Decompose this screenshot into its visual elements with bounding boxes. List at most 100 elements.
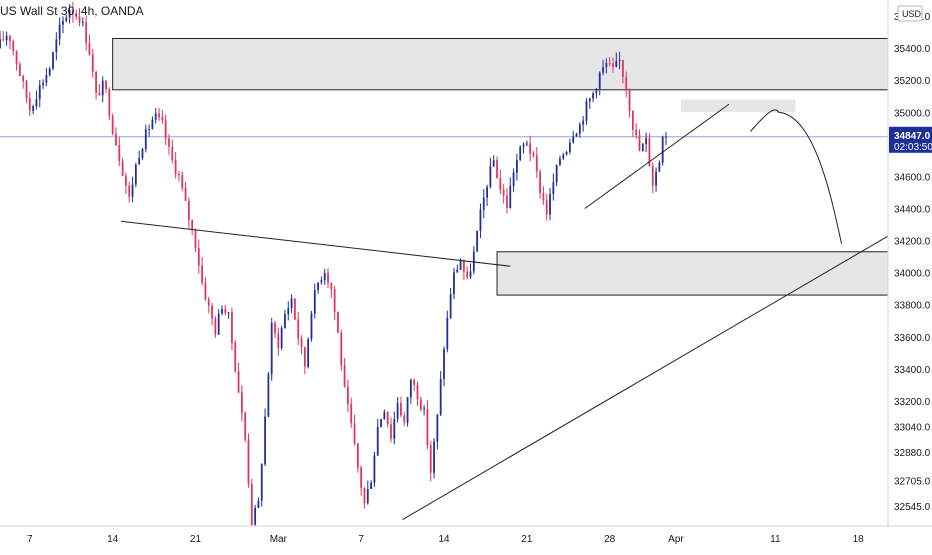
time-axis-bg <box>0 526 932 550</box>
candle-body <box>413 379 416 385</box>
candle-body <box>651 165 654 186</box>
price-axis[interactable]: 35600.035400.035200.035000.034800.034600… <box>887 0 932 550</box>
candle-body <box>608 62 611 64</box>
y-tick-label: 35000.0 <box>894 108 931 119</box>
candle-body <box>635 129 638 136</box>
candle <box>55 32 58 61</box>
candle-body <box>612 63 614 67</box>
candle <box>350 397 353 428</box>
candle <box>612 57 614 73</box>
candle <box>578 122 581 138</box>
candle <box>327 268 329 289</box>
candle-body <box>28 98 31 111</box>
candle <box>582 115 585 132</box>
x-tick-label: Mar <box>270 534 288 545</box>
candle <box>178 171 180 182</box>
candle-body <box>585 101 588 121</box>
candle <box>0 31 1 49</box>
candle <box>164 114 167 146</box>
candle-body <box>525 143 528 145</box>
candle <box>250 478 253 533</box>
candle-body <box>466 271 469 278</box>
candle <box>85 15 88 51</box>
candle <box>598 71 601 96</box>
candle <box>549 187 551 221</box>
drawings-layer <box>120 103 892 521</box>
candle-body <box>376 426 379 456</box>
candle <box>184 181 187 201</box>
candle <box>247 433 250 488</box>
candle-body <box>353 423 356 444</box>
y-tick-label: 33600.0 <box>894 333 931 344</box>
candle-body <box>330 282 333 290</box>
candle-body <box>572 136 575 143</box>
y-tick-label: 35400.0 <box>894 44 931 55</box>
candle <box>75 9 78 21</box>
candle <box>376 418 379 456</box>
candle <box>622 59 624 84</box>
candle-body <box>310 313 313 340</box>
candle-body <box>45 75 48 83</box>
x-tick-label: 7 <box>27 534 33 545</box>
candle-body <box>605 62 608 68</box>
candle <box>284 309 286 329</box>
candle <box>552 173 555 201</box>
candle <box>201 256 204 286</box>
candle-body <box>545 200 548 215</box>
candle-body <box>88 43 91 55</box>
candle <box>217 309 220 335</box>
candle <box>274 320 276 339</box>
candle <box>270 317 273 381</box>
candle <box>221 305 223 316</box>
candle-body <box>396 403 399 419</box>
candle-body <box>462 260 465 272</box>
candle <box>81 17 84 27</box>
candle-body <box>264 416 266 465</box>
candle-body <box>535 155 538 172</box>
candle-body <box>665 136 667 138</box>
candle-body <box>144 129 147 150</box>
candle <box>207 296 210 314</box>
candle-body <box>221 309 223 314</box>
current-price-tag <box>889 126 932 153</box>
candle-body <box>313 290 316 314</box>
candle <box>456 264 459 273</box>
candle-body <box>509 185 512 209</box>
candle-body <box>111 115 114 134</box>
candle-body <box>128 185 131 197</box>
candle-body <box>125 175 127 186</box>
candle-body <box>419 399 422 410</box>
candle <box>293 298 296 321</box>
candle-body <box>78 16 81 23</box>
candle-body <box>469 271 472 278</box>
candle-body <box>38 85 41 100</box>
candle-body <box>9 35 11 42</box>
rising-trendline <box>402 233 892 521</box>
symbol-title[interactable]: US Wall St 30, 4h, OANDA <box>0 4 144 18</box>
candle-body <box>257 500 260 508</box>
candle <box>569 138 571 155</box>
candle-body <box>18 64 21 76</box>
candle-body <box>297 319 300 339</box>
y-tick-label: 33200.0 <box>894 397 931 408</box>
demand-zone <box>496 251 889 296</box>
candle-body <box>496 160 498 179</box>
candle <box>602 59 604 76</box>
candle <box>413 378 416 391</box>
candle <box>187 197 190 229</box>
candle <box>181 171 184 192</box>
y-tick-label: 32880.0 <box>894 448 931 459</box>
candle <box>300 335 303 355</box>
candle <box>111 113 114 136</box>
candle-body <box>68 9 71 18</box>
time-axis[interactable]: 7 14 21 Mar 7 14 21 28 Apr 11 18 <box>0 525 932 550</box>
candle-body <box>224 309 227 313</box>
candle-body <box>492 160 495 167</box>
candle <box>393 411 396 445</box>
candle-body <box>2 39 5 41</box>
candle-body <box>131 184 134 197</box>
candle-body <box>648 138 651 166</box>
candle <box>297 311 300 345</box>
